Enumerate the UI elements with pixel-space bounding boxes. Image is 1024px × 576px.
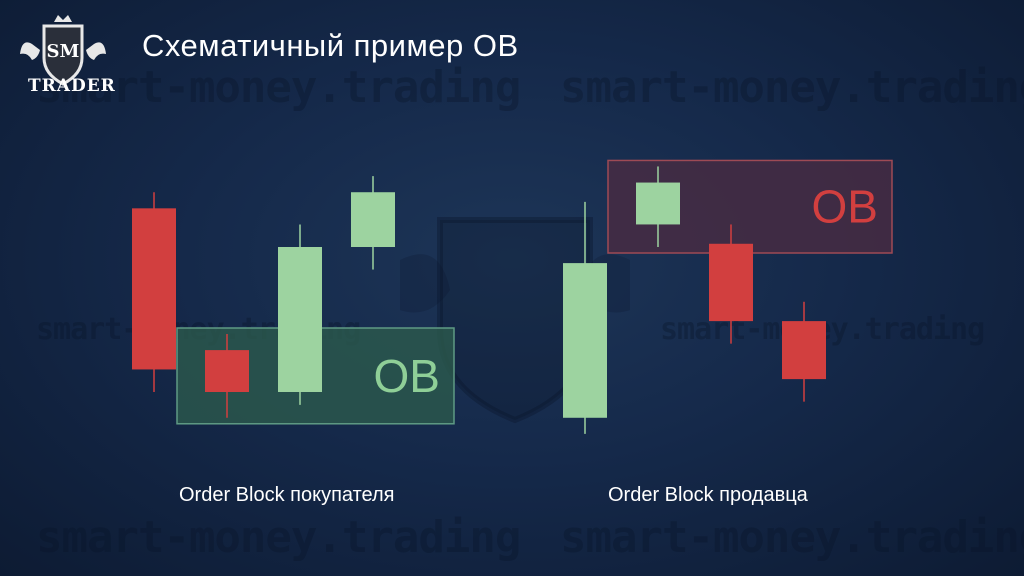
seller-caption: Order Block продавца <box>608 484 808 506</box>
watermark: smart-money.trading <box>36 62 521 113</box>
watermark: smart-money.trading <box>560 512 1024 563</box>
buyer-caption: Order Block покупателя <box>179 484 395 506</box>
buyer-ob-label: OB <box>374 350 440 402</box>
bullish-candle <box>563 263 607 418</box>
logo-name: TRADER <box>28 76 116 96</box>
seller-order-block-panel: OB <box>563 159 893 434</box>
bearish-candle <box>782 321 826 380</box>
bearish-candle <box>709 243 753 322</box>
watermark: smart-money.trading <box>560 62 1024 113</box>
bullish-candle <box>278 247 322 392</box>
buyer-order-block-panel: OB <box>132 176 455 425</box>
bear-icon <box>86 42 106 60</box>
bull-icon <box>20 42 40 60</box>
logo-emblem: SM <box>20 15 106 86</box>
crown-icon <box>54 15 72 22</box>
bearish-candle <box>205 350 249 392</box>
logo-initials: SM <box>47 41 80 62</box>
bullish-candle <box>636 182 680 225</box>
page-title: Схематичный пример OB <box>142 28 519 63</box>
bearish-candle <box>132 208 176 370</box>
watermark: smart-money.trading <box>36 512 521 563</box>
seller-ob-label: OB <box>812 181 878 233</box>
bullish-candle <box>351 192 395 247</box>
